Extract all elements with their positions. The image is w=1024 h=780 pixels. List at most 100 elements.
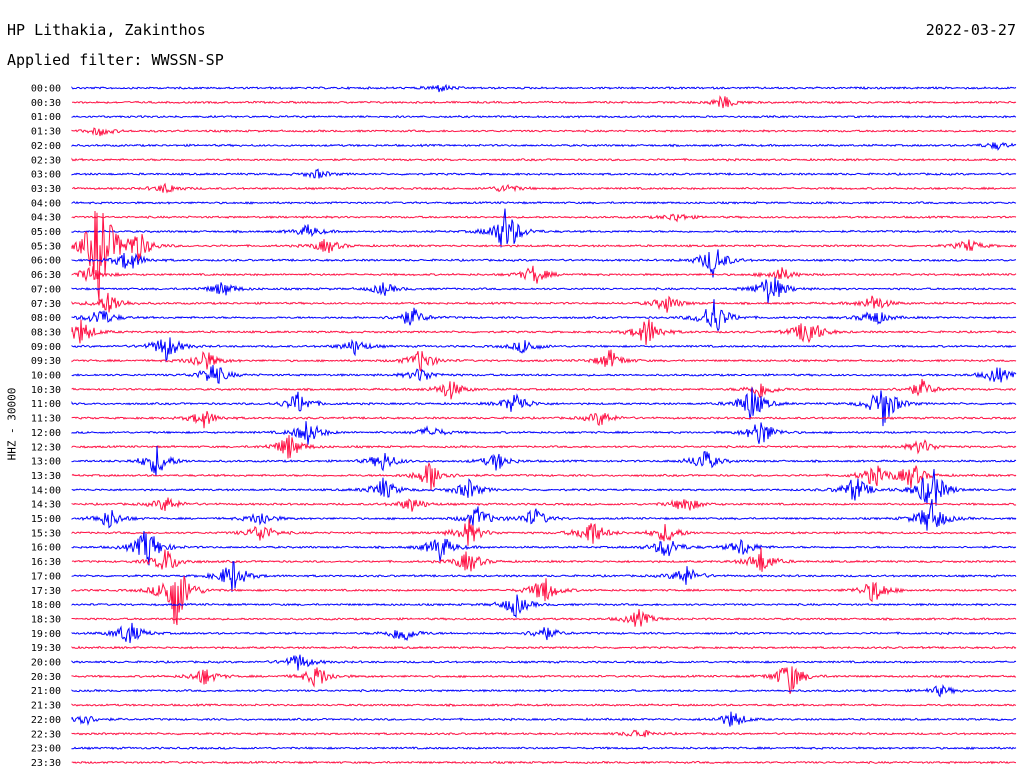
time-tick-label: 00:30	[31, 98, 61, 109]
time-tick-label: 03:00	[31, 170, 61, 181]
time-tick-label: 02:30	[31, 155, 61, 166]
seismic-trace	[71, 299, 1017, 332]
seismic-trace	[71, 213, 1017, 223]
time-tick-label: 12:30	[31, 442, 61, 453]
time-tick-label: 00:00	[31, 84, 61, 95]
time-tick-label: 05:00	[31, 227, 61, 238]
seismic-trace	[71, 200, 1017, 205]
seismic-trace	[71, 561, 1017, 592]
seismic-trace	[71, 411, 1017, 429]
time-tick-label: 17:00	[31, 571, 61, 582]
time-tick-label: 20:30	[31, 672, 61, 683]
seismic-trace	[71, 435, 1017, 459]
seismic-trace	[71, 666, 1017, 694]
seismic-trace	[71, 547, 1017, 572]
time-tick-label: 04:00	[31, 198, 61, 209]
trace-group	[71, 83, 1017, 765]
seismic-trace	[71, 622, 1017, 644]
time-tick-label: 22:00	[31, 715, 61, 726]
time-tick-label: 11:30	[31, 414, 61, 425]
seismic-trace	[71, 609, 1017, 627]
time-tick-label: 09:00	[31, 342, 61, 353]
seismic-trace	[71, 378, 1017, 400]
time-tick-label: 07:30	[31, 299, 61, 310]
seismic-trace	[71, 468, 1017, 506]
seismic-trace	[71, 711, 1017, 727]
time-tick-label: 22:30	[31, 729, 61, 740]
seismic-trace	[71, 210, 1017, 301]
seismic-trace	[71, 349, 1017, 373]
time-tick-label: 06:30	[31, 270, 61, 281]
time-tick-label: 16:30	[31, 557, 61, 568]
station-title: HP Lithakia, Zakinthos	[7, 21, 206, 39]
seismic-trace	[71, 421, 1017, 445]
time-tick-label: 12:00	[31, 428, 61, 439]
seismic-trace	[71, 497, 1017, 512]
seismic-trace	[71, 445, 1017, 476]
seismic-trace	[71, 249, 1017, 278]
time-tick-label: 01:00	[31, 112, 61, 123]
filter-label: Applied filter: WWSSN-SP	[7, 51, 224, 69]
seismic-trace	[71, 265, 1017, 284]
seismic-trace	[71, 519, 1017, 546]
time-tick-label: 14:30	[31, 500, 61, 511]
seismic-trace	[71, 208, 1017, 248]
seismic-trace	[71, 645, 1017, 650]
time-tick-label: 15:00	[31, 514, 61, 525]
seismic-trace	[71, 95, 1017, 109]
time-tick-label: 18:00	[31, 600, 61, 611]
seismic-trace	[71, 277, 1017, 304]
time-tick-label: 09:30	[31, 356, 61, 367]
time-tick-label: 21:30	[31, 701, 61, 712]
time-tick-label: 06:00	[31, 256, 61, 267]
seismic-trace	[71, 746, 1017, 751]
time-tick-label: 20:00	[31, 658, 61, 669]
seismic-trace	[71, 530, 1017, 566]
seismic-trace	[71, 387, 1017, 427]
time-tick-label: 08:30	[31, 327, 61, 338]
seismic-trace	[71, 182, 1017, 194]
seismic-trace	[71, 703, 1017, 708]
seismic-trace	[71, 594, 1017, 619]
time-tick-label: 16:00	[31, 543, 61, 554]
time-tick-label: 23:30	[31, 758, 61, 769]
seismic-trace	[71, 575, 1017, 626]
time-tick-label: 10:00	[31, 371, 61, 382]
seismic-trace	[71, 141, 1017, 151]
time-tick-label: 03:30	[31, 184, 61, 195]
seismic-trace	[71, 684, 1017, 698]
seismic-trace	[71, 654, 1017, 671]
time-tick-label: 10:30	[31, 385, 61, 396]
time-tick-label: 19:00	[31, 629, 61, 640]
time-tick-labels: 00:00 00:30 01:00 01:30 02:00 02:30 03:00 03:30…	[31, 84, 61, 769]
seismic-trace	[71, 499, 1017, 531]
seismic-trace	[71, 365, 1017, 384]
time-tick-label: 02:00	[31, 141, 61, 152]
time-tick-label: 07:00	[31, 284, 61, 295]
time-tick-label: 11:00	[31, 399, 61, 410]
seismic-trace	[71, 760, 1016, 765]
time-tick-label: 19:30	[31, 643, 61, 654]
seismic-trace	[71, 292, 1017, 313]
seismic-trace	[71, 114, 1017, 119]
seismic-trace	[71, 168, 1017, 179]
time-tick-label: 13:30	[31, 471, 61, 482]
time-tick-label: 14:00	[31, 485, 61, 496]
time-tick-label: 04:30	[31, 213, 61, 224]
time-tick-label: 15:30	[31, 528, 61, 539]
seismic-trace	[71, 127, 1017, 137]
seismic-trace	[71, 319, 1017, 345]
time-tick-label: 21:00	[31, 686, 61, 697]
seismic-trace	[71, 461, 1017, 491]
seismic-trace	[71, 729, 1017, 738]
time-tick-label: 23:00	[31, 744, 61, 755]
seismic-trace	[71, 337, 1017, 363]
seismic-trace	[71, 157, 1017, 162]
seismic-trace	[71, 83, 1017, 93]
time-tick-label: 01:30	[31, 127, 61, 138]
time-tick-label: 08:00	[31, 313, 61, 324]
time-tick-label: 18:30	[31, 614, 61, 625]
time-tick-label: 05:30	[31, 241, 61, 252]
time-tick-label: 13:00	[31, 457, 61, 468]
